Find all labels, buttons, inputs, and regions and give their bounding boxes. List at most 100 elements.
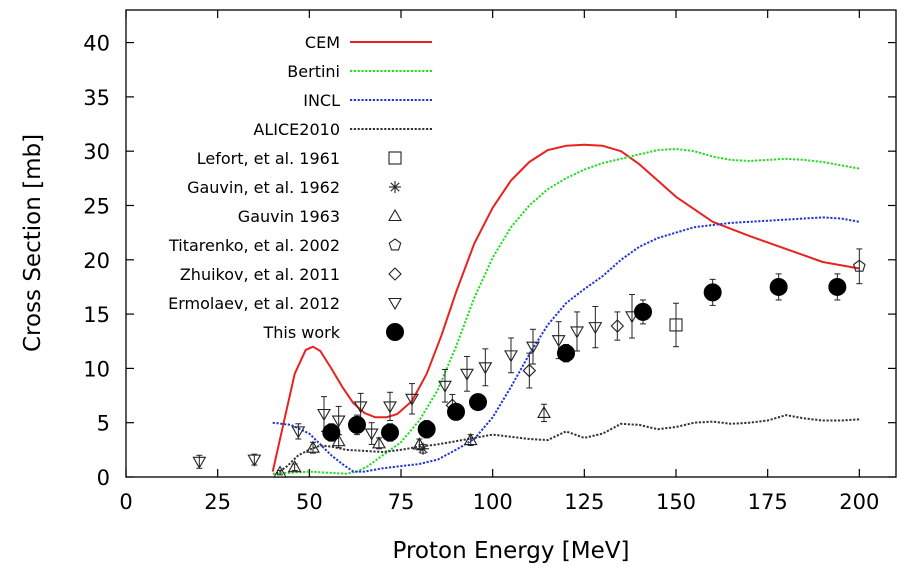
data-point: [828, 277, 847, 296]
legend-entry: Gauvin 1963: [238, 207, 402, 226]
legend-marker: [388, 208, 402, 222]
legend-entry: ALICE2010: [253, 120, 432, 139]
x-tick-label: 175: [748, 490, 788, 514]
legend: CEM Bertini INCL ALICE2010 Lefort, et al. 19…: [168, 33, 432, 342]
x-tick-label: 125: [564, 490, 604, 514]
data-point: [537, 405, 551, 418]
x-axis: 0 25 50 75 100 125 150 175 200: [119, 10, 879, 514]
legend-label: Zhuikov, et al. 2011: [180, 265, 340, 284]
data-point: [383, 401, 397, 414]
y-tick-label: 25: [83, 194, 110, 218]
x-tick-label: 200: [839, 490, 879, 514]
data-point: [478, 362, 493, 375]
series-titarenko-et-al-2002: [852, 248, 866, 285]
data-point: [192, 456, 207, 469]
data-point: [353, 401, 368, 414]
curve-cem: [271, 143, 860, 472]
legend-label: Gauvin 1963: [238, 207, 340, 226]
legend-entry: Titarenko, et al. 2002: [168, 236, 402, 255]
curve-alice2010: [275, 414, 860, 475]
legend-marker: [389, 181, 401, 193]
data-point: [317, 408, 331, 422]
data-point: [417, 420, 436, 439]
legend-marker: [388, 267, 402, 281]
legend-label: Gauvin, et al. 1962: [187, 178, 340, 197]
y-tick-label: 10: [83, 357, 110, 381]
legend-entry: Lefort, et al. 1961: [197, 149, 402, 168]
data-point: [610, 319, 625, 333]
y-axis-title: Cross Section [mb]: [20, 134, 46, 352]
legend-marker: [388, 238, 402, 251]
x-axis-title: Proton Energy [MeV]: [393, 538, 630, 564]
legend-label: Titarenko, et al. 2002: [168, 236, 340, 255]
legend-entry: This work: [263, 323, 404, 342]
data-point: [273, 465, 287, 478]
data-point: [331, 415, 346, 428]
data-point: [570, 326, 584, 339]
legend-entry: Gauvin, et al. 1962: [187, 178, 401, 197]
data-point: [634, 302, 652, 321]
y-tick-label: 20: [83, 249, 110, 273]
x-tick-label: 0: [119, 490, 132, 514]
legend-entry: Zhuikov, et al. 2011: [180, 265, 402, 284]
data-point: [405, 393, 419, 406]
legend-marker: [388, 151, 402, 165]
data-point: [372, 436, 386, 449]
data-point: [469, 393, 487, 412]
data-point: [348, 415, 366, 434]
data-points: [192, 248, 866, 478]
x-tick-label: 50: [296, 490, 323, 514]
y-tick-label: 5: [97, 412, 110, 436]
x-tick-label: 25: [204, 490, 231, 514]
curve-incl: [272, 216, 860, 473]
series-lefort-et-al-1961: [669, 302, 683, 348]
legend-entry: Ermolaev, et al. 2012: [168, 294, 402, 313]
legend-marker: [386, 323, 404, 341]
plot-frame: [125, 9, 897, 478]
data-point: [364, 428, 379, 441]
legend-label: INCL: [303, 91, 340, 110]
plot-area-border: [125, 9, 897, 478]
y-tick-label: 35: [83, 86, 110, 110]
series-gauvin-1963: [273, 403, 551, 478]
series-this-work: [322, 273, 847, 442]
data-point: [625, 311, 639, 324]
data-point: [522, 363, 537, 378]
legend-label: Bertini: [287, 62, 340, 81]
data-point: [247, 454, 262, 467]
data-point: [460, 368, 474, 381]
series-ermolaev-et-al-2012: [192, 294, 639, 469]
data-point: [504, 350, 518, 363]
legend-label: This work: [263, 323, 341, 342]
data-point: [381, 423, 399, 442]
data-point: [852, 259, 866, 272]
legend-entry: INCL: [303, 91, 432, 110]
data-point: [287, 460, 302, 473]
y-tick-label: 40: [83, 32, 110, 56]
data-point: [412, 437, 427, 450]
legend-label: Lefort, et al. 1961: [197, 149, 340, 168]
data-point: [588, 322, 603, 335]
data-point: [438, 380, 452, 393]
legend-label: CEM: [305, 33, 340, 52]
data-point: [551, 335, 566, 348]
model-curves: [271, 143, 860, 475]
y-tick-label: 30: [83, 140, 110, 164]
data-point: [557, 344, 575, 363]
data-point: [331, 434, 346, 447]
y-tick-label: 15: [83, 303, 110, 327]
legend-entry: Bertini: [287, 62, 432, 81]
y-axis: 0 5 10 15 20 25 30 35 40: [83, 32, 896, 490]
y-tick-label: 0: [97, 466, 110, 490]
data-point: [447, 402, 465, 421]
x-tick-label: 100: [473, 490, 513, 514]
x-tick-label: 75: [388, 490, 415, 514]
x-tick-label: 150: [656, 490, 696, 514]
data-point: [463, 432, 478, 446]
legend-label: Ermolaev, et al. 2012: [168, 294, 340, 313]
legend-label: ALICE2010: [253, 120, 340, 139]
data-point: [526, 341, 540, 354]
data-point: [769, 277, 788, 296]
data-point: [322, 423, 341, 442]
